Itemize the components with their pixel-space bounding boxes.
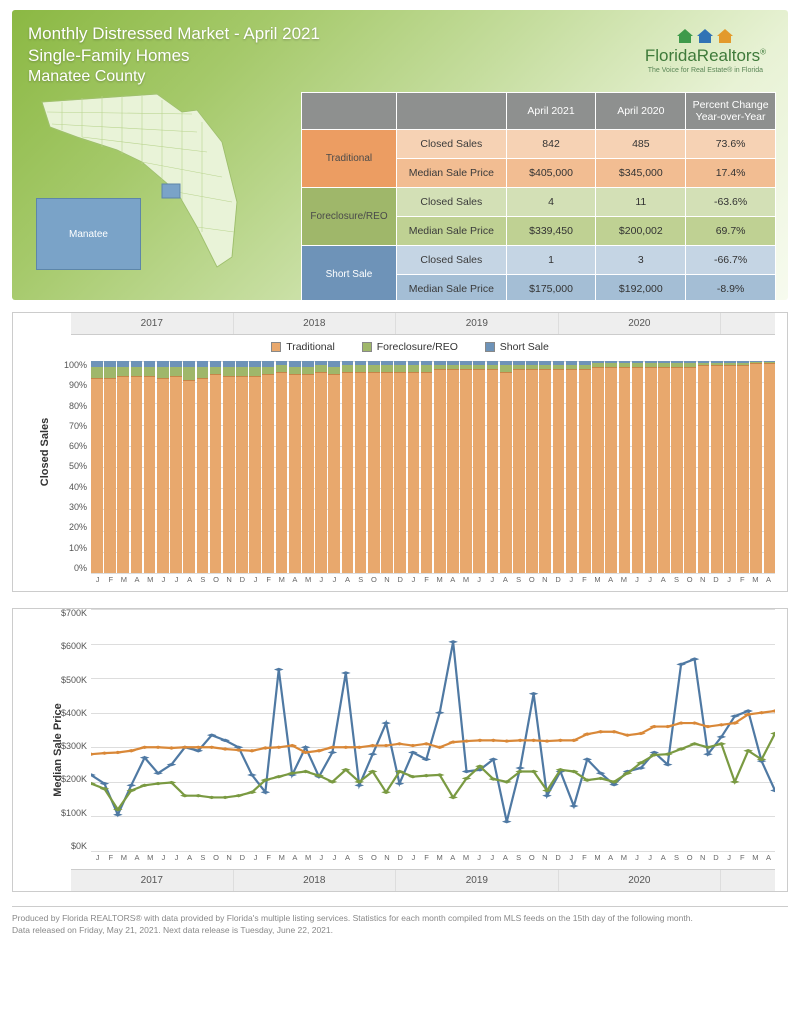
val: 842 (506, 130, 596, 159)
val: $339,450 (506, 217, 596, 246)
legend: Traditional Foreclosure/REO Short Sale (33, 335, 787, 361)
val: 1 (506, 246, 596, 275)
val: $192,000 (596, 275, 686, 301)
year-band: 2017201820192020 (71, 313, 775, 335)
legend-item: Traditional (271, 341, 335, 353)
x-labels: JFMAMJJASONDJFMAMJJASONDJFMAMJJASONDJFMA… (91, 575, 775, 591)
val: 4 (506, 188, 596, 217)
brand-name: FloridaRealtors® (645, 46, 766, 66)
val: -66.7% (686, 246, 776, 275)
metric-label: Closed Sales (396, 246, 506, 275)
val: 69.7% (686, 217, 776, 246)
th-blank (396, 93, 506, 130)
metric-label: Closed Sales (396, 188, 506, 217)
plot-area: 100%90%80%70%60%50%40%30%20%10%0% JFMAMJ… (91, 361, 775, 591)
val: $405,000 (506, 159, 596, 188)
val: 17.4% (686, 159, 776, 188)
footer-line: Produced by Florida REALTORS® with data … (12, 913, 788, 925)
y-labels: 100%90%80%70%60%50%40%30%20%10%0% (43, 361, 87, 573)
brand-logo: FloridaRealtors® The Voice for Real Esta… (645, 28, 766, 74)
footer-line: Data released on Friday, May 21, 2021. N… (12, 925, 788, 937)
metric-label: Median Sale Price (396, 275, 506, 301)
val: 73.6% (686, 130, 776, 159)
val: 485 (596, 130, 686, 159)
y-labels: $700K$600K$500K$400K$300K$200K$100K$0K (43, 609, 87, 851)
bars (91, 361, 775, 573)
summary-table: April 2021 April 2020 Percent Change Yea… (301, 92, 776, 300)
th-col: April 2020 (596, 93, 686, 130)
cat-shortsale: Short Sale (302, 246, 397, 301)
closed-sales-chart: Closed Sales 2017201820192020 Traditiona… (12, 312, 788, 592)
line-chart-svg (91, 609, 775, 851)
val: 11 (596, 188, 686, 217)
metric-label: Median Sale Price (396, 217, 506, 246)
val: $200,002 (596, 217, 686, 246)
house-icon (716, 28, 734, 44)
median-price-chart: Median Sale Price $700K$600K$500K$400K$3… (12, 608, 788, 892)
legend-item: Foreclosure/REO (362, 341, 458, 353)
val: -63.6% (686, 188, 776, 217)
val: $345,000 (596, 159, 686, 188)
county-callout: Manatee (36, 198, 141, 270)
header-banner: Monthly Distressed Market - April 2021 S… (12, 10, 788, 300)
th-col: Percent Change Year-over-Year (686, 93, 776, 130)
brand-tagline: The Voice for Real Estate® in Florida (645, 67, 766, 74)
cat-traditional: Traditional (302, 130, 397, 188)
legend-item: Short Sale (485, 341, 549, 353)
county-callout-label: Manatee (69, 229, 108, 240)
house-icon-row (645, 28, 766, 44)
year-band: 2017201820192020 (71, 869, 775, 891)
val: 3 (596, 246, 686, 275)
cat-foreclosure: Foreclosure/REO (302, 188, 397, 246)
val: $175,000 (506, 275, 596, 301)
florida-map: Manatee (22, 82, 282, 282)
house-icon (676, 28, 694, 44)
metric-label: Closed Sales (396, 130, 506, 159)
val: -8.9% (686, 275, 776, 301)
house-icon (696, 28, 714, 44)
plot-area: $700K$600K$500K$400K$300K$200K$100K$0K J… (91, 609, 775, 869)
metric-label: Median Sale Price (396, 159, 506, 188)
footer: Produced by Florida REALTORS® with data … (12, 906, 788, 937)
th-blank (302, 93, 397, 130)
x-labels: JFMAMJJASONDJFMAMJJASONDJFMAMJJASONDJFMA… (91, 853, 775, 869)
th-col: April 2021 (506, 93, 596, 130)
